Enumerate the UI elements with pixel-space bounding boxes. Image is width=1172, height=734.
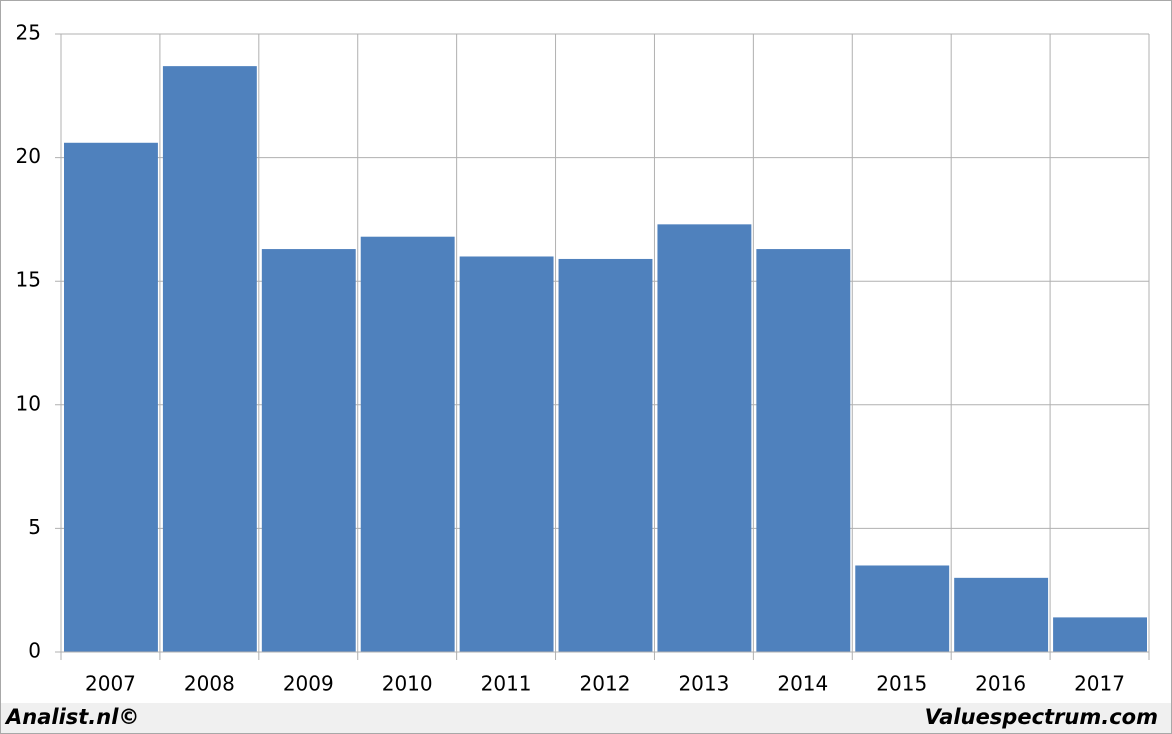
bar [162,66,257,653]
bar [558,258,653,652]
footer-band [1,703,1171,733]
y-tick-label: 20 [16,144,41,168]
bar [855,565,950,652]
x-tick-label: 2013 [678,672,729,696]
x-tick-label: 2009 [283,672,334,696]
bar [459,256,554,652]
x-tick-label: 2007 [85,672,136,696]
y-tick-label: 0 [28,639,41,663]
bar [1053,617,1147,652]
x-tick-label: 2010 [382,672,433,696]
footer-left: Analist.nl© [4,705,139,729]
bar [261,249,356,652]
bar [64,142,158,652]
x-tick-label: 2008 [184,672,235,696]
x-tick-label: 2012 [580,672,631,696]
x-tick-label: 2016 [975,672,1026,696]
bar [657,224,752,652]
bar [756,249,851,652]
y-tick-label: 15 [16,268,41,292]
x-tick-label: 2015 [876,672,927,696]
bar [360,236,455,653]
footer-right: Valuespectrum.com [925,705,1158,729]
x-tick-label: 2017 [1074,672,1125,696]
y-tick-label: 10 [16,391,41,415]
x-tick-label: 2014 [777,672,828,696]
y-tick-label: 25 [16,21,41,45]
x-tick-label: 2011 [481,672,532,696]
bar [954,577,1049,652]
y-tick-label: 5 [28,515,41,539]
